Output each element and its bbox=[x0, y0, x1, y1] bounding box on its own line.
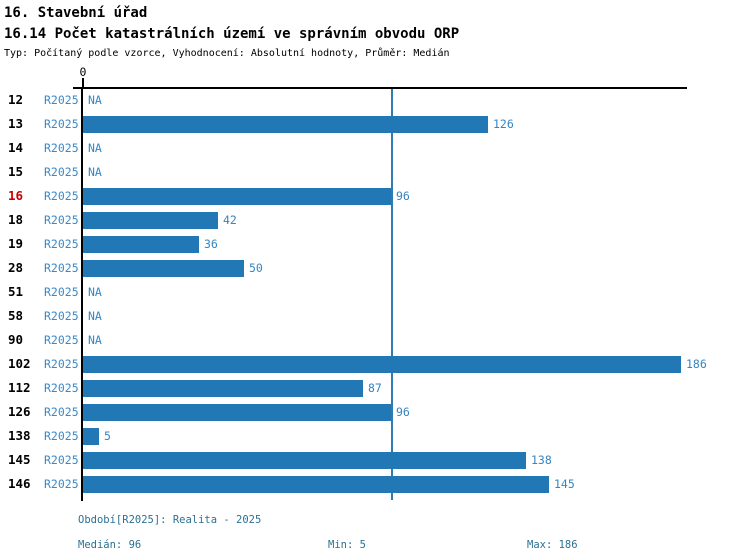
y-axis-line bbox=[81, 87, 83, 501]
row-category-label: 51 bbox=[8, 284, 24, 299]
period-label: R2025 bbox=[44, 237, 79, 251]
bar bbox=[83, 188, 391, 205]
footer-min: Min: 5 bbox=[328, 539, 366, 551]
value-label: 36 bbox=[204, 237, 218, 251]
na-label: NA bbox=[88, 165, 102, 179]
median-line bbox=[391, 89, 393, 500]
bar bbox=[83, 212, 218, 229]
axis-tick bbox=[82, 78, 84, 88]
period-label: R2025 bbox=[44, 453, 79, 467]
value-label: 5 bbox=[104, 429, 111, 443]
footer-period: Období[R2025]: Realita - 2025 bbox=[78, 514, 262, 526]
value-label: 186 bbox=[686, 357, 707, 371]
value-label: 126 bbox=[493, 117, 514, 131]
value-label: 87 bbox=[368, 381, 382, 395]
row-category-label: 126 bbox=[8, 404, 31, 419]
na-label: NA bbox=[88, 93, 102, 107]
axis-zero-label: 0 bbox=[79, 65, 87, 79]
period-label: R2025 bbox=[44, 189, 79, 203]
period-label: R2025 bbox=[44, 261, 79, 275]
period-label: R2025 bbox=[44, 165, 79, 179]
period-label: R2025 bbox=[44, 285, 79, 299]
chart-subtitle: Typ: Počítaný podle vzorce, Vyhodnocení:… bbox=[4, 48, 450, 59]
period-label: R2025 bbox=[44, 309, 79, 323]
row-category-label: 15 bbox=[8, 164, 24, 179]
period-label: R2025 bbox=[44, 405, 79, 419]
row-category-label: 102 bbox=[8, 356, 31, 371]
period-label: R2025 bbox=[44, 477, 79, 491]
period-label: R2025 bbox=[44, 333, 79, 347]
period-label: R2025 bbox=[44, 357, 79, 371]
row-category-label: 146 bbox=[8, 476, 31, 491]
section-title: 16. Stavební úřad bbox=[4, 5, 148, 21]
row-category-label: 58 bbox=[8, 308, 24, 323]
row-category-label: 19 bbox=[8, 236, 24, 251]
period-label: R2025 bbox=[44, 141, 79, 155]
row-category-label: 16 bbox=[8, 188, 24, 203]
na-label: NA bbox=[88, 333, 102, 347]
footer-max: Max: 186 bbox=[527, 539, 578, 551]
bar bbox=[83, 428, 99, 445]
value-label: 96 bbox=[396, 189, 410, 203]
row-category-label: 13 bbox=[8, 116, 24, 131]
row-category-label: 138 bbox=[8, 428, 31, 443]
row-category-label: 112 bbox=[8, 380, 31, 395]
value-label: 50 bbox=[249, 261, 263, 275]
bar bbox=[83, 236, 199, 253]
period-label: R2025 bbox=[44, 93, 79, 107]
na-label: NA bbox=[88, 309, 102, 323]
value-label: 42 bbox=[223, 213, 237, 227]
row-category-label: 14 bbox=[8, 140, 24, 155]
period-label: R2025 bbox=[44, 381, 79, 395]
na-label: NA bbox=[88, 141, 102, 155]
period-label: R2025 bbox=[44, 429, 79, 443]
value-label: 96 bbox=[396, 405, 410, 419]
indicator-title: 16.14 Počet katastrálních území ve správ… bbox=[4, 26, 460, 42]
row-category-label: 90 bbox=[8, 332, 24, 347]
value-label: 138 bbox=[531, 453, 552, 467]
footer-median: Medián: 96 bbox=[78, 539, 142, 551]
row-category-label: 145 bbox=[8, 452, 31, 467]
bar bbox=[83, 404, 391, 421]
period-label: R2025 bbox=[44, 117, 79, 131]
bar bbox=[83, 116, 488, 133]
row-category-label: 18 bbox=[8, 212, 24, 227]
bar bbox=[83, 260, 244, 277]
row-category-label: 12 bbox=[8, 92, 24, 107]
row-category-label: 28 bbox=[8, 260, 24, 275]
bar bbox=[83, 452, 526, 469]
value-label: 145 bbox=[554, 477, 575, 491]
bar bbox=[83, 380, 363, 397]
period-label: R2025 bbox=[44, 213, 79, 227]
bar bbox=[83, 476, 549, 493]
bar bbox=[83, 356, 681, 373]
x-axis-line bbox=[73, 87, 687, 89]
na-label: NA bbox=[88, 285, 102, 299]
